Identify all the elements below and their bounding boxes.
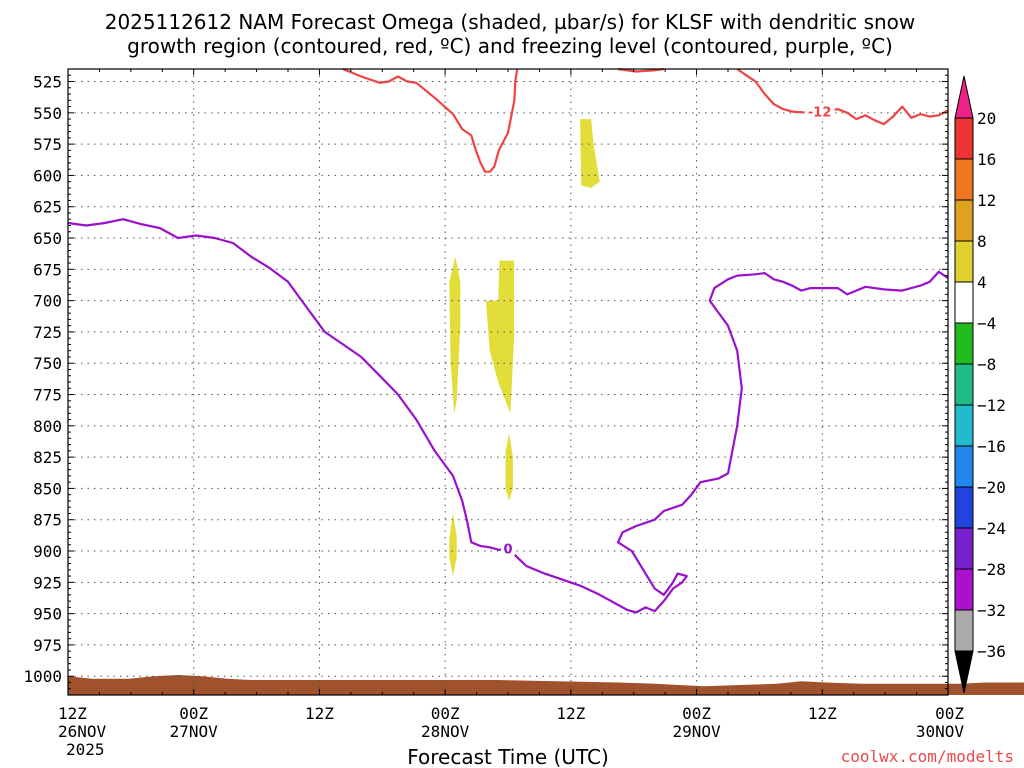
colorbar-swatch	[954, 281, 974, 324]
y-tick-label: 950	[33, 605, 62, 624]
colorbar-label: 20	[977, 109, 996, 128]
y-tick-label: 575	[33, 135, 62, 154]
y-tick-label: 925	[33, 573, 62, 592]
y-tick-label: 650	[33, 229, 62, 248]
colorbar-swatch	[954, 609, 974, 652]
x-tick-date: 30NOV	[916, 722, 965, 741]
colorbar-swatch	[954, 527, 974, 570]
x-tick-hour: 00Z	[179, 704, 208, 723]
colorbar-swatch	[954, 445, 974, 488]
y-tick-label: 850	[33, 479, 62, 498]
y-tick-label: 1000	[23, 667, 62, 686]
omega-shade-region	[449, 256, 461, 414]
x-tick-hour: 00Z	[431, 704, 460, 723]
axes: 525 550 575 600 625 650 675 700 725 750 775 800 825 8…	[23, 69, 964, 759]
chart-title-line2: growth region (contoured, red, ºC) and f…	[127, 34, 893, 58]
x-tick-date: 29NOV	[672, 722, 721, 741]
colorbar-label: 4	[977, 273, 987, 292]
colorbar-label: 12	[977, 191, 996, 210]
colorbar-label: −24	[977, 519, 1006, 538]
y-tick-label: 600	[33, 166, 62, 185]
x-tick-hour: 00Z	[935, 704, 964, 723]
x-tick-date: 26NOV	[58, 722, 107, 741]
plot-frame	[67, 68, 949, 696]
x-tick-hour: 12Z	[305, 704, 334, 723]
x-tick-date: 27NOV	[170, 722, 219, 741]
x-tick-hour: 00Z	[682, 704, 711, 723]
omega-shade-region	[486, 260, 515, 414]
contour-line	[67, 218, 949, 614]
contour-layer: -12 0	[67, 67, 949, 614]
y-tick-label: 775	[33, 386, 62, 405]
colorbar-swatch	[954, 486, 974, 529]
colorbar-swatch	[954, 363, 974, 406]
y-tick-label: 550	[33, 104, 62, 123]
y-tick-label: 675	[33, 260, 62, 279]
colorbar: 20 16 12 8 4 −4 −8 −12 −16 −20 −24 −28 −32 −36	[954, 75, 1006, 694]
terrain-fill	[68, 675, 1024, 695]
colorbar-swatch	[954, 199, 974, 242]
colorbar-top-triangle	[954, 75, 974, 119]
colorbar-swatch	[954, 158, 974, 201]
x-tick-hour: 12Z	[808, 704, 837, 723]
y-tick-label: 800	[33, 417, 62, 436]
y-tick-label: 700	[33, 292, 62, 311]
credit-link[interactable]: coolwx.com/modelts	[841, 747, 1014, 766]
gridlines	[68, 69, 948, 695]
colorbar-label: −36	[977, 642, 1006, 661]
omega-shade-region	[449, 513, 457, 577]
colorbar-swatch	[954, 568, 974, 611]
colorbar-label: 8	[977, 232, 987, 251]
contour-label: 0	[503, 543, 512, 558]
x-tick-hour: 12Z	[556, 704, 585, 723]
y-tick-label: 625	[33, 198, 62, 217]
x-tick-year: 2025	[66, 740, 105, 759]
contour-line	[617, 67, 664, 73]
colorbar-label: −12	[977, 396, 1006, 415]
y-tick-label: 900	[33, 542, 62, 561]
y-tick-label: 525	[33, 73, 62, 92]
colorbar-bottom-triangle	[954, 650, 974, 694]
colorbar-label: −16	[977, 437, 1006, 456]
omega-shading-layer	[449, 119, 600, 577]
colorbar-swatch	[954, 240, 974, 283]
y-tick-label: 975	[33, 636, 62, 655]
omega-shade-region	[505, 433, 513, 501]
x-tick-hour: 12Z	[58, 704, 87, 723]
contour-line	[342, 67, 519, 173]
colorbar-label: −8	[977, 355, 996, 374]
colorbar-label: 16	[977, 150, 996, 169]
chart-title-line1: 2025112612 NAM Forecast Omega (shaded, µ…	[105, 10, 916, 34]
y-tick-label: 750	[33, 354, 62, 373]
colorbar-swatch	[954, 117, 974, 160]
contour-label-bg	[804, 103, 835, 119]
x-tick-date: 28NOV	[421, 722, 470, 741]
omega-shade-region	[580, 119, 600, 188]
contour-label-bg	[501, 540, 515, 556]
colorbar-label: −32	[977, 601, 1006, 620]
terrain-layer	[68, 675, 1024, 695]
y-tick-label: 875	[33, 511, 62, 530]
x-axis-label: Forecast Time (UTC)	[407, 745, 609, 768]
contour-line	[736, 68, 949, 126]
y-tick-label: 725	[33, 323, 62, 342]
y-tick-label: 825	[33, 448, 62, 467]
contour-label: -12	[808, 106, 832, 121]
colorbar-swatch	[954, 322, 974, 365]
colorbar-label: −4	[977, 314, 996, 333]
colorbar-label: −20	[977, 478, 1006, 497]
colorbar-label: −28	[977, 560, 1006, 579]
colorbar-swatch	[954, 404, 974, 447]
